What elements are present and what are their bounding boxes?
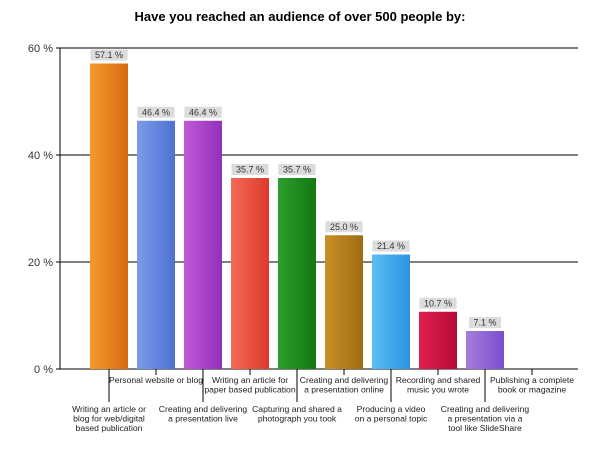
bars (90, 63, 504, 369)
x-tick-label: Writing an article or blog for web/digita… (72, 404, 146, 433)
x-tick-label: Creating and delivering a presentation on… (300, 375, 389, 395)
y-axis-ticks: 0 % 20 % 40 % 60 % (28, 43, 53, 376)
data-label-box (184, 106, 222, 118)
data-label: 21.4 % (377, 241, 405, 251)
data-label: 25.0 % (330, 222, 358, 232)
x-tick-label: Creating and delivering a presentation li… (159, 404, 248, 424)
x-tick-label: Recording and shared music you wrote (396, 375, 481, 395)
bar (137, 120, 175, 369)
chart-title: Have you reached an audience of over 500… (135, 9, 466, 24)
data-label: 46.4 % (142, 107, 170, 117)
data-label: 35.7 % (283, 165, 311, 175)
data-label-box (372, 240, 410, 252)
data-label: 10.7 % (424, 298, 452, 308)
data-label-box (231, 164, 269, 176)
bar (419, 311, 457, 369)
bar (184, 120, 222, 369)
x-tick-label: Publishing a complete book or magazine (490, 375, 574, 395)
bar (278, 178, 316, 369)
bar (231, 178, 269, 369)
bar (466, 331, 504, 369)
data-label: 57.1 % (95, 50, 123, 60)
bar (325, 235, 363, 369)
x-axis-labels: Writing an article or blog for web/digita… (72, 369, 574, 433)
y-tick-label: 60 % (28, 43, 53, 55)
data-label-box (419, 297, 457, 309)
data-label-box (137, 106, 175, 118)
y-tick-label: 40 % (28, 150, 53, 162)
data-label-box (469, 317, 501, 329)
data-labels: 57.1 % 46.4 % 46.4 % 35.7 % 35.7 % 25.0 % 21.4… (90, 49, 501, 329)
x-tick-label: Producing a video on a personal topic (355, 404, 428, 424)
x-tick-label: Capturing and shared a photograph you too… (252, 404, 342, 424)
bar (372, 254, 410, 369)
data-label-box (278, 164, 316, 176)
data-label: 35.7 % (236, 165, 264, 175)
data-label-box (325, 221, 363, 233)
data-label-box (90, 49, 128, 61)
x-tick-label: Creating and delivering a presentation vi… (441, 404, 530, 433)
y-tick-label: 0 % (34, 364, 53, 376)
x-tick-label: Writing an article for paper based public… (204, 375, 295, 395)
x-tick-label: Personal website or blog (109, 375, 203, 385)
data-label: 46.4 % (189, 107, 217, 117)
y-tick-label: 20 % (28, 257, 53, 269)
bar (90, 63, 128, 369)
data-label: 7.1 % (473, 318, 496, 328)
